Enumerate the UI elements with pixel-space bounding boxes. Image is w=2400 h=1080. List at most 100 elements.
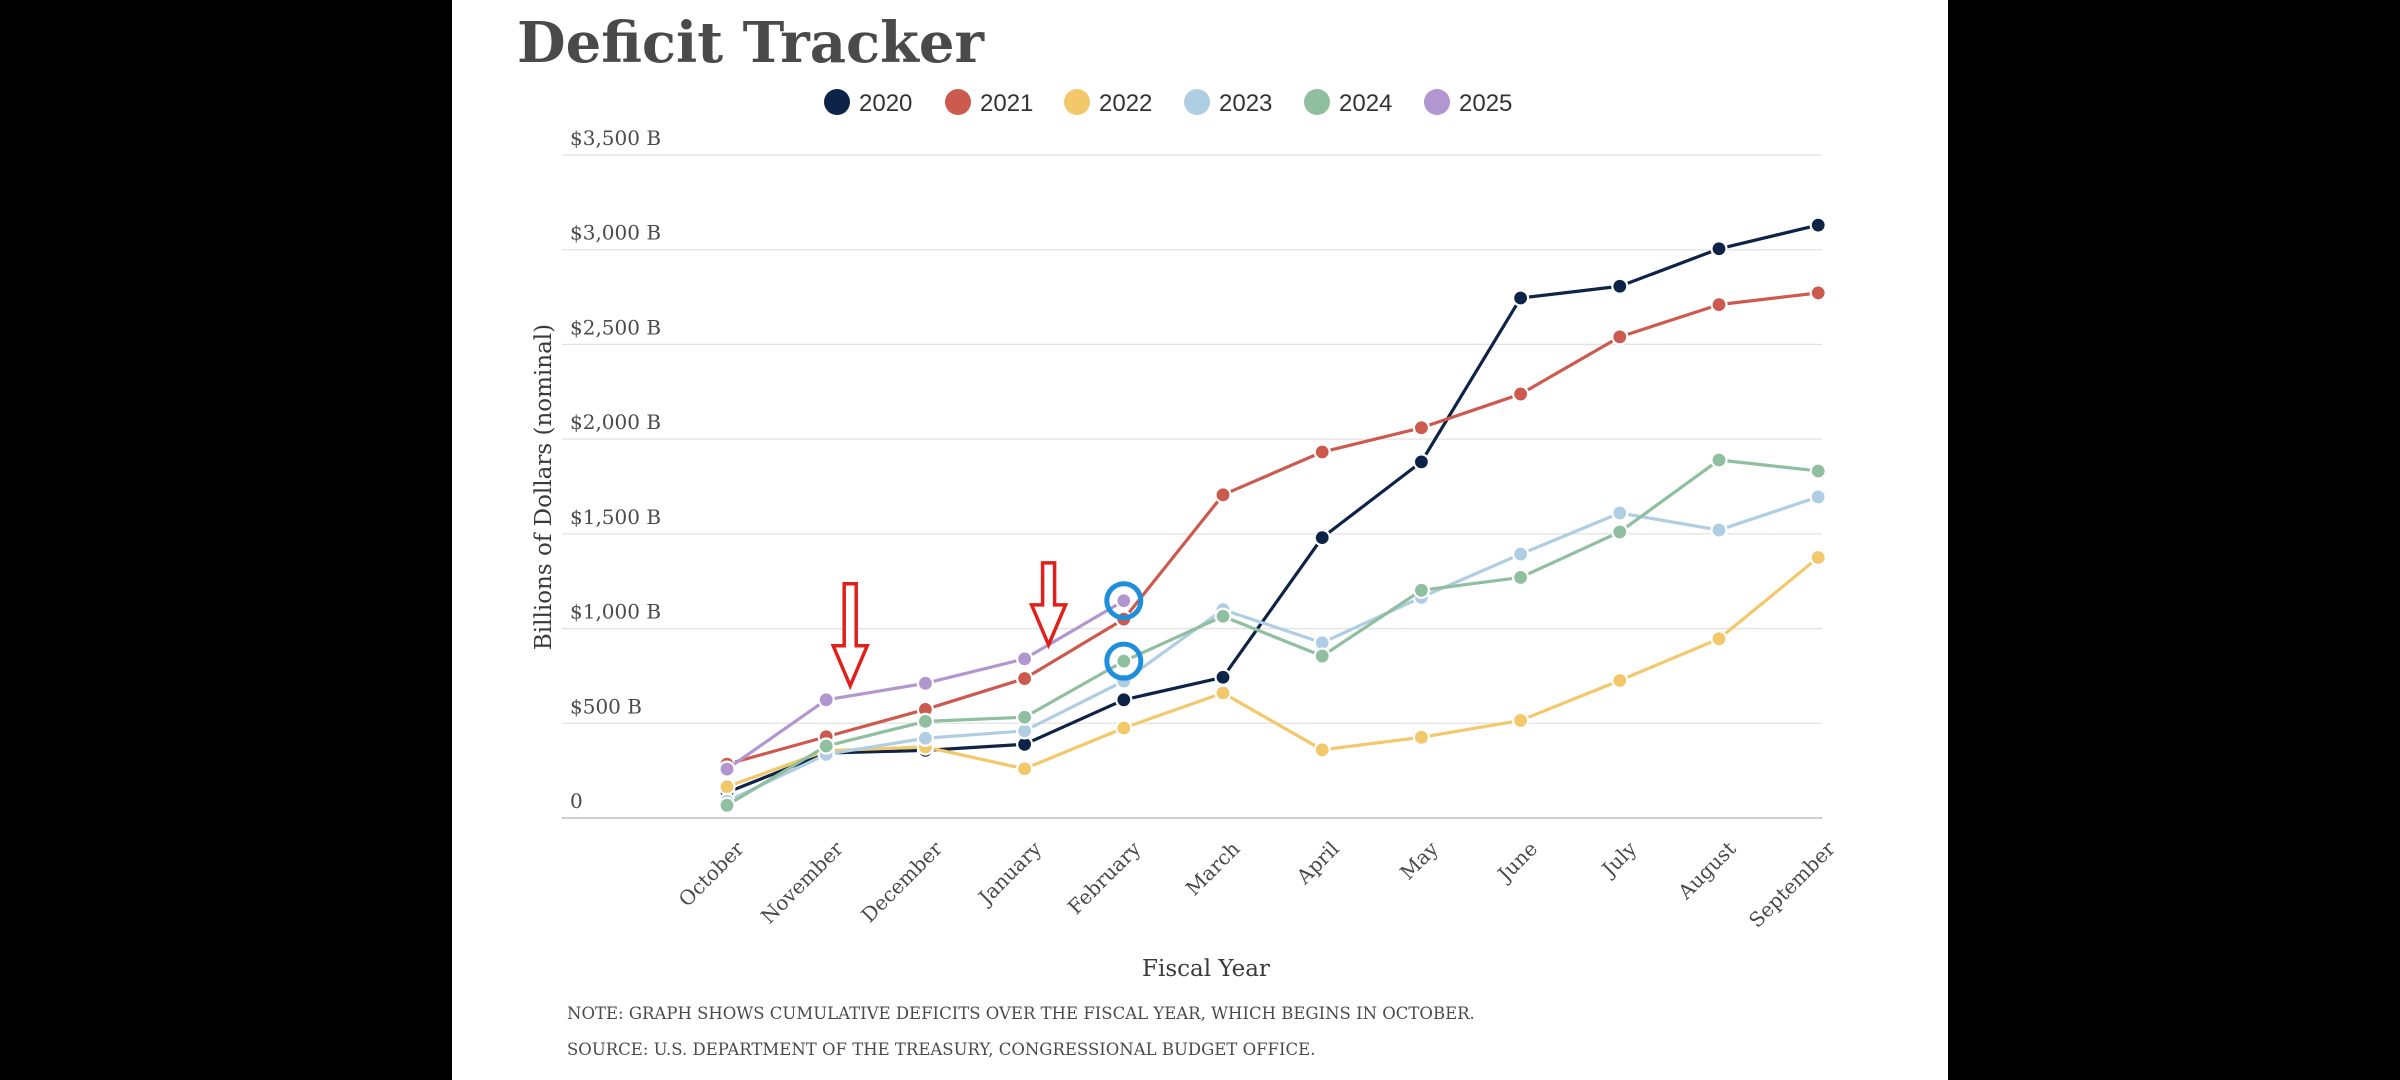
x-tick-label-february: February [1063,836,1146,919]
series-line-2020 [725,223,1820,795]
red-arrow-annotation [830,582,870,691]
series-line-2024 [725,458,1820,807]
red-arrow-annotation [1028,561,1069,650]
data-point-2025-october [718,760,736,778]
data-point-2020-april [1313,529,1331,547]
y-tick-label: $1,500 B [570,505,661,529]
annotations [830,561,1144,691]
legend-label: 2021 [980,90,1033,117]
data-point-2024-november [817,737,835,755]
chart-source: SOURCE: U.S. DEPARTMENT OF THE TREASURY,… [567,1040,1316,1059]
highlight-circle-2025 [1104,581,1144,621]
series-2021 [718,284,1827,773]
data-point-2020-june [1511,289,1530,307]
data-point-2020-february [1115,691,1133,709]
series-2025 [718,592,1133,778]
data-point-2020-august [1710,240,1728,258]
data-point-2022-october [718,778,736,796]
series-2020 [718,216,1827,802]
legend-marker [945,89,971,115]
legend-label: 2023 [1219,90,1272,117]
x-tick-label-august: August [1672,837,1740,905]
y-axis-title: Billions of Dollars (nominal) [531,324,557,650]
data-point-2025-january [1015,650,1034,668]
data-point-2025-november [817,691,835,709]
data-point-2024-march [1214,607,1232,625]
data-point-2021-january [1015,669,1034,688]
x-tick-label-january: January [972,836,1046,910]
data-point-2023-september [1809,488,1827,506]
data-point-2024-december [916,712,934,730]
data-point-2021-may [1412,419,1431,437]
data-point-2022-february [1115,719,1133,737]
data-point-2023-december [916,729,934,747]
legend-label: 2020 [859,90,912,117]
data-point-2021-august [1710,296,1728,314]
series-2024 [718,451,1827,814]
data-point-2022-january [1015,760,1034,778]
series-line-2023 [725,495,1820,803]
data-point-2022-august [1710,630,1728,648]
data-point-2021-april [1313,443,1331,461]
highlight-circle-2024 [1104,641,1144,681]
data-point-2023-august [1710,521,1728,539]
legend-marker [824,89,850,115]
data-point-2022-march [1214,684,1232,702]
x-axis-title: Fiscal Year [1142,956,1270,982]
data-point-2020-may [1412,453,1431,471]
data-point-2024-june [1511,568,1530,587]
legend-item-2024: 2024 [1304,89,1392,117]
chart-title: Deficit Tracker [517,10,985,76]
data-point-2025-december [916,674,934,692]
data-point-2023-july [1611,504,1629,522]
legend-marker [1304,89,1330,115]
legend-label: 2024 [1339,90,1392,117]
x-tick-label-march: March [1181,836,1245,900]
legend-label: 2022 [1099,90,1152,117]
data-point-2021-july [1611,328,1629,346]
y-tick-label: $500 B [570,694,642,718]
data-point-2025-february [1115,592,1133,610]
data-point-2024-august [1710,451,1728,469]
x-tick-label-june: June [1491,837,1542,888]
data-point-2022-june [1511,711,1530,730]
legend-label: 2025 [1459,90,1512,117]
series-line-2021 [725,291,1820,766]
series-2022 [718,548,1827,796]
data-point-2021-september [1809,284,1827,302]
data-point-2022-may [1412,728,1431,746]
data-point-2024-february [1115,652,1133,670]
data-point-2021-march [1214,486,1232,504]
legend-marker [1064,89,1090,115]
chart-note: NOTE: GRAPH SHOWS CUMULATIVE DEFICITS OV… [567,1004,1475,1023]
data-point-2023-june [1511,545,1530,563]
y-tick-label: $3,500 B [570,126,661,150]
data-point-2021-june [1511,385,1530,403]
x-tick-label-november: November [756,836,848,928]
legend-item-2025: 2025 [1424,89,1512,117]
legend-item-2021: 2021 [945,89,1033,117]
data-point-2024-april [1313,647,1331,665]
data-point-2024-october [718,796,736,814]
x-tick-label-september: September [1744,836,1840,932]
data-point-2024-january [1015,708,1034,726]
series-line-2022 [725,555,1820,789]
x-tick-label-october: October [674,836,749,911]
y-tick-label: $3,000 B [570,221,661,245]
x-tick-label-december: December [856,836,947,927]
y-tick-label: 0 [570,789,583,813]
data-point-2020-march [1214,668,1232,686]
y-tick-label: $2,000 B [570,410,661,434]
data-point-2024-may [1412,581,1431,599]
data-point-2024-september [1809,462,1827,480]
data-point-2020-september [1809,216,1827,234]
x-tick-label-july: July [1596,836,1642,882]
legend: 2020 2021 2022 2023 2024 2025 [824,89,1512,117]
chart-panel: Deficit Tracker 0 $500 B $1,000 B $1,500 B $… [452,0,1948,1080]
data-point-2024-july [1611,523,1629,541]
data-point-2020-july [1611,277,1629,295]
x-tick-label-may: May [1395,836,1443,884]
line-chart: 0 $500 B $1,000 B $1,500 B $2,000 B $2,500 B $… [531,89,1840,982]
data-point-2022-september [1809,548,1827,567]
legend-marker [1184,89,1210,115]
